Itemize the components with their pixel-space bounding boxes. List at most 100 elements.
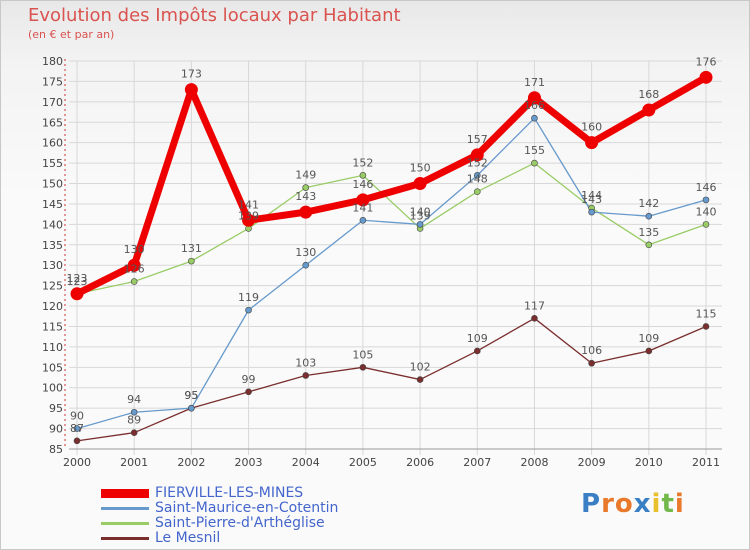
- grid: [69, 60, 722, 455]
- data-point: [73, 437, 81, 445]
- legend-label: FIERVILLE-LES-MINES: [155, 485, 304, 501]
- data-label: 146: [696, 181, 717, 194]
- legend-swatch: [101, 522, 149, 525]
- series-line: [76, 162, 707, 295]
- data-label: 89: [127, 414, 141, 427]
- data-label: 117: [524, 299, 545, 312]
- legend-swatch: [101, 507, 149, 510]
- data-label: 152: [467, 156, 488, 169]
- series-lines: [75, 74, 708, 442]
- data-label: 152: [352, 156, 373, 169]
- data-point: [645, 241, 653, 249]
- legend-swatch: [101, 537, 149, 540]
- series-points: [70, 70, 713, 445]
- data-point: [245, 306, 252, 314]
- x-tick-label: 2004: [292, 456, 320, 469]
- data-label: 149: [295, 169, 316, 182]
- data-label: 148: [467, 173, 488, 186]
- data-point: [242, 213, 256, 227]
- data-point: [702, 323, 710, 330]
- y-tick-label: 125: [42, 280, 63, 293]
- logo-letter: x: [633, 489, 652, 519]
- x-tick-label: 2011: [692, 456, 720, 469]
- data-label: 95: [184, 389, 198, 402]
- data-point: [413, 177, 427, 191]
- data-label: 150: [410, 162, 431, 175]
- data-point: [245, 388, 252, 396]
- x-tick-label: 2010: [635, 456, 663, 469]
- data-point: [188, 404, 195, 412]
- y-tick-label: 105: [42, 361, 63, 374]
- data-label: 135: [638, 226, 659, 239]
- x-tick-label: 2003: [235, 456, 263, 469]
- data-label: 130: [295, 246, 316, 259]
- data-point: [531, 315, 538, 322]
- x-tick-label: 2005: [349, 456, 377, 469]
- data-label: 160: [581, 121, 602, 134]
- data-label: 176: [696, 55, 717, 68]
- data-label: 143: [581, 193, 602, 206]
- data-point: [527, 91, 541, 105]
- data-label: 123: [67, 275, 88, 288]
- x-tick-label: 2002: [177, 456, 205, 469]
- data-point: [127, 258, 141, 272]
- data-point: [359, 364, 367, 371]
- data-point: [531, 114, 538, 122]
- data-label: 109: [467, 332, 488, 345]
- legend-label: Le Mesnil: [155, 530, 221, 546]
- proxiti-logo: Proxiti: [581, 489, 685, 519]
- x-tick-label: 2001: [120, 456, 148, 469]
- y-tick-label: 110: [42, 341, 63, 354]
- y-tick-label: 170: [42, 96, 63, 109]
- data-label: 146: [352, 178, 373, 191]
- data-point: [302, 372, 310, 379]
- data-label: 139: [238, 209, 259, 222]
- logo-letter: o: [614, 489, 634, 519]
- data-label: 140: [696, 205, 717, 218]
- data-point: [416, 376, 424, 383]
- data-point: [585, 136, 599, 150]
- data-point: [184, 83, 198, 97]
- data-point: [299, 205, 313, 219]
- y-tick-label: 90: [49, 423, 63, 436]
- legend-label: Saint-Maurice-en-Cotentin: [155, 500, 339, 516]
- y-tick-label: 95: [49, 402, 63, 415]
- x-tick-label: 2008: [520, 456, 548, 469]
- data-point: [188, 257, 195, 265]
- data-label: 109: [638, 332, 659, 345]
- data-label: 139: [410, 209, 431, 222]
- data-label: 141: [352, 201, 373, 214]
- y-tick-label: 85: [49, 443, 63, 456]
- data-label: 143: [295, 190, 316, 203]
- y-tick-label: 120: [42, 300, 63, 313]
- series-line: [76, 117, 707, 430]
- data-label: 102: [410, 361, 431, 374]
- y-tick-label: 175: [42, 75, 63, 88]
- series-line: [76, 317, 707, 442]
- data-label: 173: [181, 68, 202, 81]
- y-tick-label: 130: [42, 259, 63, 272]
- legend-swatch: [101, 489, 149, 498]
- data-point: [73, 425, 81, 432]
- data-point: [302, 261, 310, 269]
- data-point: [473, 172, 481, 179]
- series-line: [75, 74, 708, 297]
- logo-letter: t: [661, 489, 675, 519]
- data-label: 166: [524, 99, 545, 112]
- y-tick-label: 145: [42, 198, 63, 211]
- x-tick-label: 2007: [463, 456, 491, 469]
- legend-label: Saint-Pierre-d'Arthéglise: [155, 515, 325, 531]
- data-label: 119: [238, 291, 259, 304]
- data-label: 142: [638, 197, 659, 210]
- data-label: 126: [124, 263, 145, 276]
- data-point: [470, 148, 484, 162]
- axes: 85 90 95 100 105 110 115 120 125 130 135 140 145 150 1…: [42, 55, 722, 469]
- data-point: [473, 347, 481, 355]
- chart-subtitle: (en € et par an): [28, 28, 115, 41]
- y-tick-label: 180: [42, 55, 63, 68]
- data-point: [702, 221, 710, 228]
- data-point: [359, 172, 367, 179]
- data-point: [416, 221, 424, 228]
- data-point: [588, 208, 595, 216]
